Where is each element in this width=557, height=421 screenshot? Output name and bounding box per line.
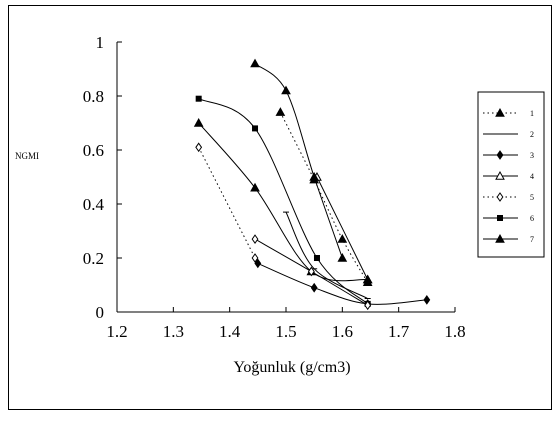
series-line — [279, 111, 369, 283]
legend-label: 4 — [530, 172, 534, 181]
series-line — [198, 98, 369, 305]
data-point — [307, 266, 315, 277]
legend-label: 7 — [530, 235, 534, 244]
y-tick-label: 0 — [96, 303, 105, 322]
legend-entry: 2 — [483, 130, 534, 139]
legend-marker — [496, 150, 504, 160]
data-point — [364, 300, 372, 311]
legend-label: 3 — [530, 151, 534, 160]
series-line — [316, 176, 369, 280]
legend-entry: 6 — [483, 214, 534, 223]
series-extra-7 — [250, 58, 348, 262]
legend-entry: 7 — [483, 233, 534, 244]
series-3 — [254, 258, 431, 309]
y-tick-label: 0.4 — [83, 195, 105, 214]
legend-marker — [496, 192, 504, 202]
data-point — [313, 255, 320, 261]
legend-label: 6 — [530, 214, 534, 223]
y-tick-label: 1 — [96, 33, 105, 52]
data-point — [362, 274, 373, 284]
legend-entry: 3 — [483, 150, 534, 160]
legend-label: 5 — [530, 193, 534, 202]
series-layer — [193, 58, 431, 311]
y-axis-label: NGMI — [15, 151, 39, 161]
legend: 1 2 3 4 5 6 7 — [477, 91, 545, 258]
legend-label: 1 — [530, 109, 534, 118]
legend-marker — [495, 233, 505, 243]
legend-entry: 1 — [483, 107, 534, 118]
series-line — [257, 262, 427, 305]
data-point — [309, 171, 320, 181]
legend-marker — [495, 107, 505, 117]
legend-label: 2 — [530, 130, 534, 139]
y-tick-label: 0.6 — [83, 141, 104, 160]
chart-frame — [8, 5, 552, 410]
data-point — [195, 95, 202, 102]
x-axis-label: Yoğunluk (g/cm3) — [233, 359, 350, 376]
legend-entry: 5 — [483, 192, 534, 202]
x-tick-label: 1.4 — [219, 322, 241, 341]
data-point — [337, 234, 348, 243]
x-tick-label: 1.7 — [388, 322, 410, 341]
data-point — [423, 294, 431, 305]
x-tick-label: 1.3 — [163, 322, 184, 341]
series-5 — [195, 142, 259, 263]
data-point — [310, 282, 318, 293]
y-tick-label: 0.8 — [83, 87, 104, 106]
data-point — [337, 252, 348, 262]
legend-marker — [497, 215, 503, 221]
data-point — [195, 142, 203, 153]
x-tick-label: 1.5 — [275, 322, 296, 341]
series-line — [198, 122, 368, 282]
data-point — [252, 125, 259, 132]
series-line — [254, 63, 343, 259]
x-tick-label: 1.6 — [332, 322, 353, 341]
series-extra-8 — [251, 234, 372, 311]
data-point — [251, 253, 259, 263]
x-tick-label: 1.2 — [106, 322, 127, 341]
data-point — [281, 85, 291, 95]
series-line — [198, 147, 256, 259]
y-tick-label: 0.2 — [83, 249, 104, 268]
series-2 — [283, 211, 371, 299]
data-point — [250, 182, 260, 192]
data-point — [254, 258, 262, 269]
data-point — [250, 58, 260, 68]
tick-labels: 0 0.2 0.4 0.6 0.8 1 1.2 1.3 1.4 1.5 1.6 1.7 1.8 — [83, 33, 466, 341]
x-tick-label: 1.8 — [444, 322, 465, 341]
series-4 — [312, 171, 373, 284]
plot-axes — [116, 41, 456, 313]
legend-marker — [495, 170, 505, 180]
data-point — [251, 234, 259, 244]
data-point — [193, 117, 204, 127]
data-point — [275, 107, 286, 116]
legend-entry: 4 — [483, 170, 534, 181]
legend-box — [477, 91, 545, 258]
